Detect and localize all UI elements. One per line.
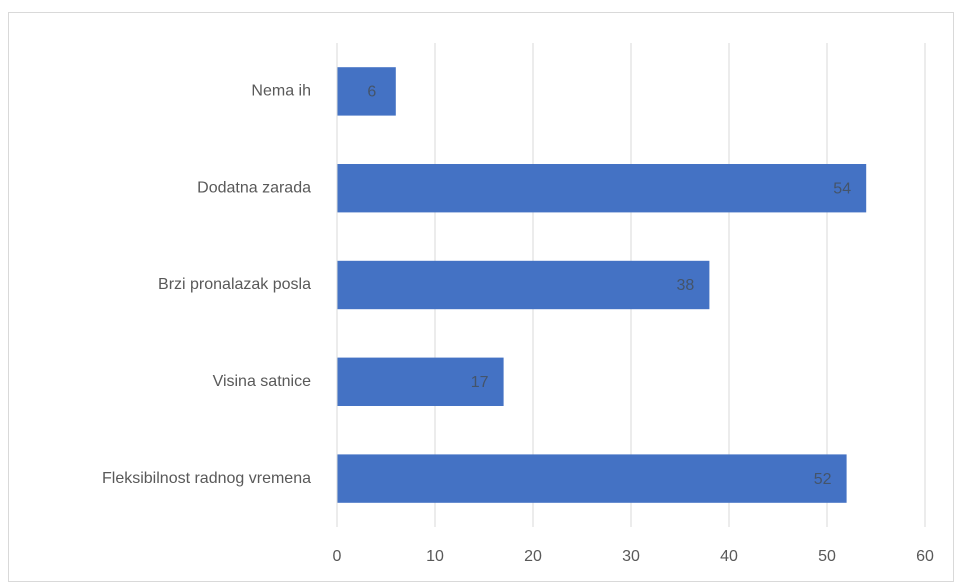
x-tick-label: 30 [622,548,640,565]
data-label: 6 [367,84,376,101]
bar [337,260,710,310]
y-tick-label: Brzi pronalazak posla [158,276,311,293]
bar [337,454,847,503]
x-tick-label: 10 [426,548,444,565]
x-tick-label: 0 [333,548,342,565]
x-tick-label: 50 [818,548,836,565]
y-tick-label: Dodatna zarada [197,179,311,196]
data-label: 54 [833,180,851,197]
y-tick-label: Nema ih [251,83,311,100]
y-tick-label: Visina satnice [213,373,312,390]
x-tick-label: 60 [916,548,934,565]
bar [337,67,396,116]
data-label: 17 [471,374,489,391]
bar [337,164,867,213]
data-label: 38 [677,277,695,294]
bar [337,357,504,406]
x-tick-label: 40 [720,548,738,565]
y-tick-label: Fleksibilnost radnog vremena [102,470,311,487]
x-tick-label: 20 [524,548,542,565]
data-label: 52 [814,471,832,488]
